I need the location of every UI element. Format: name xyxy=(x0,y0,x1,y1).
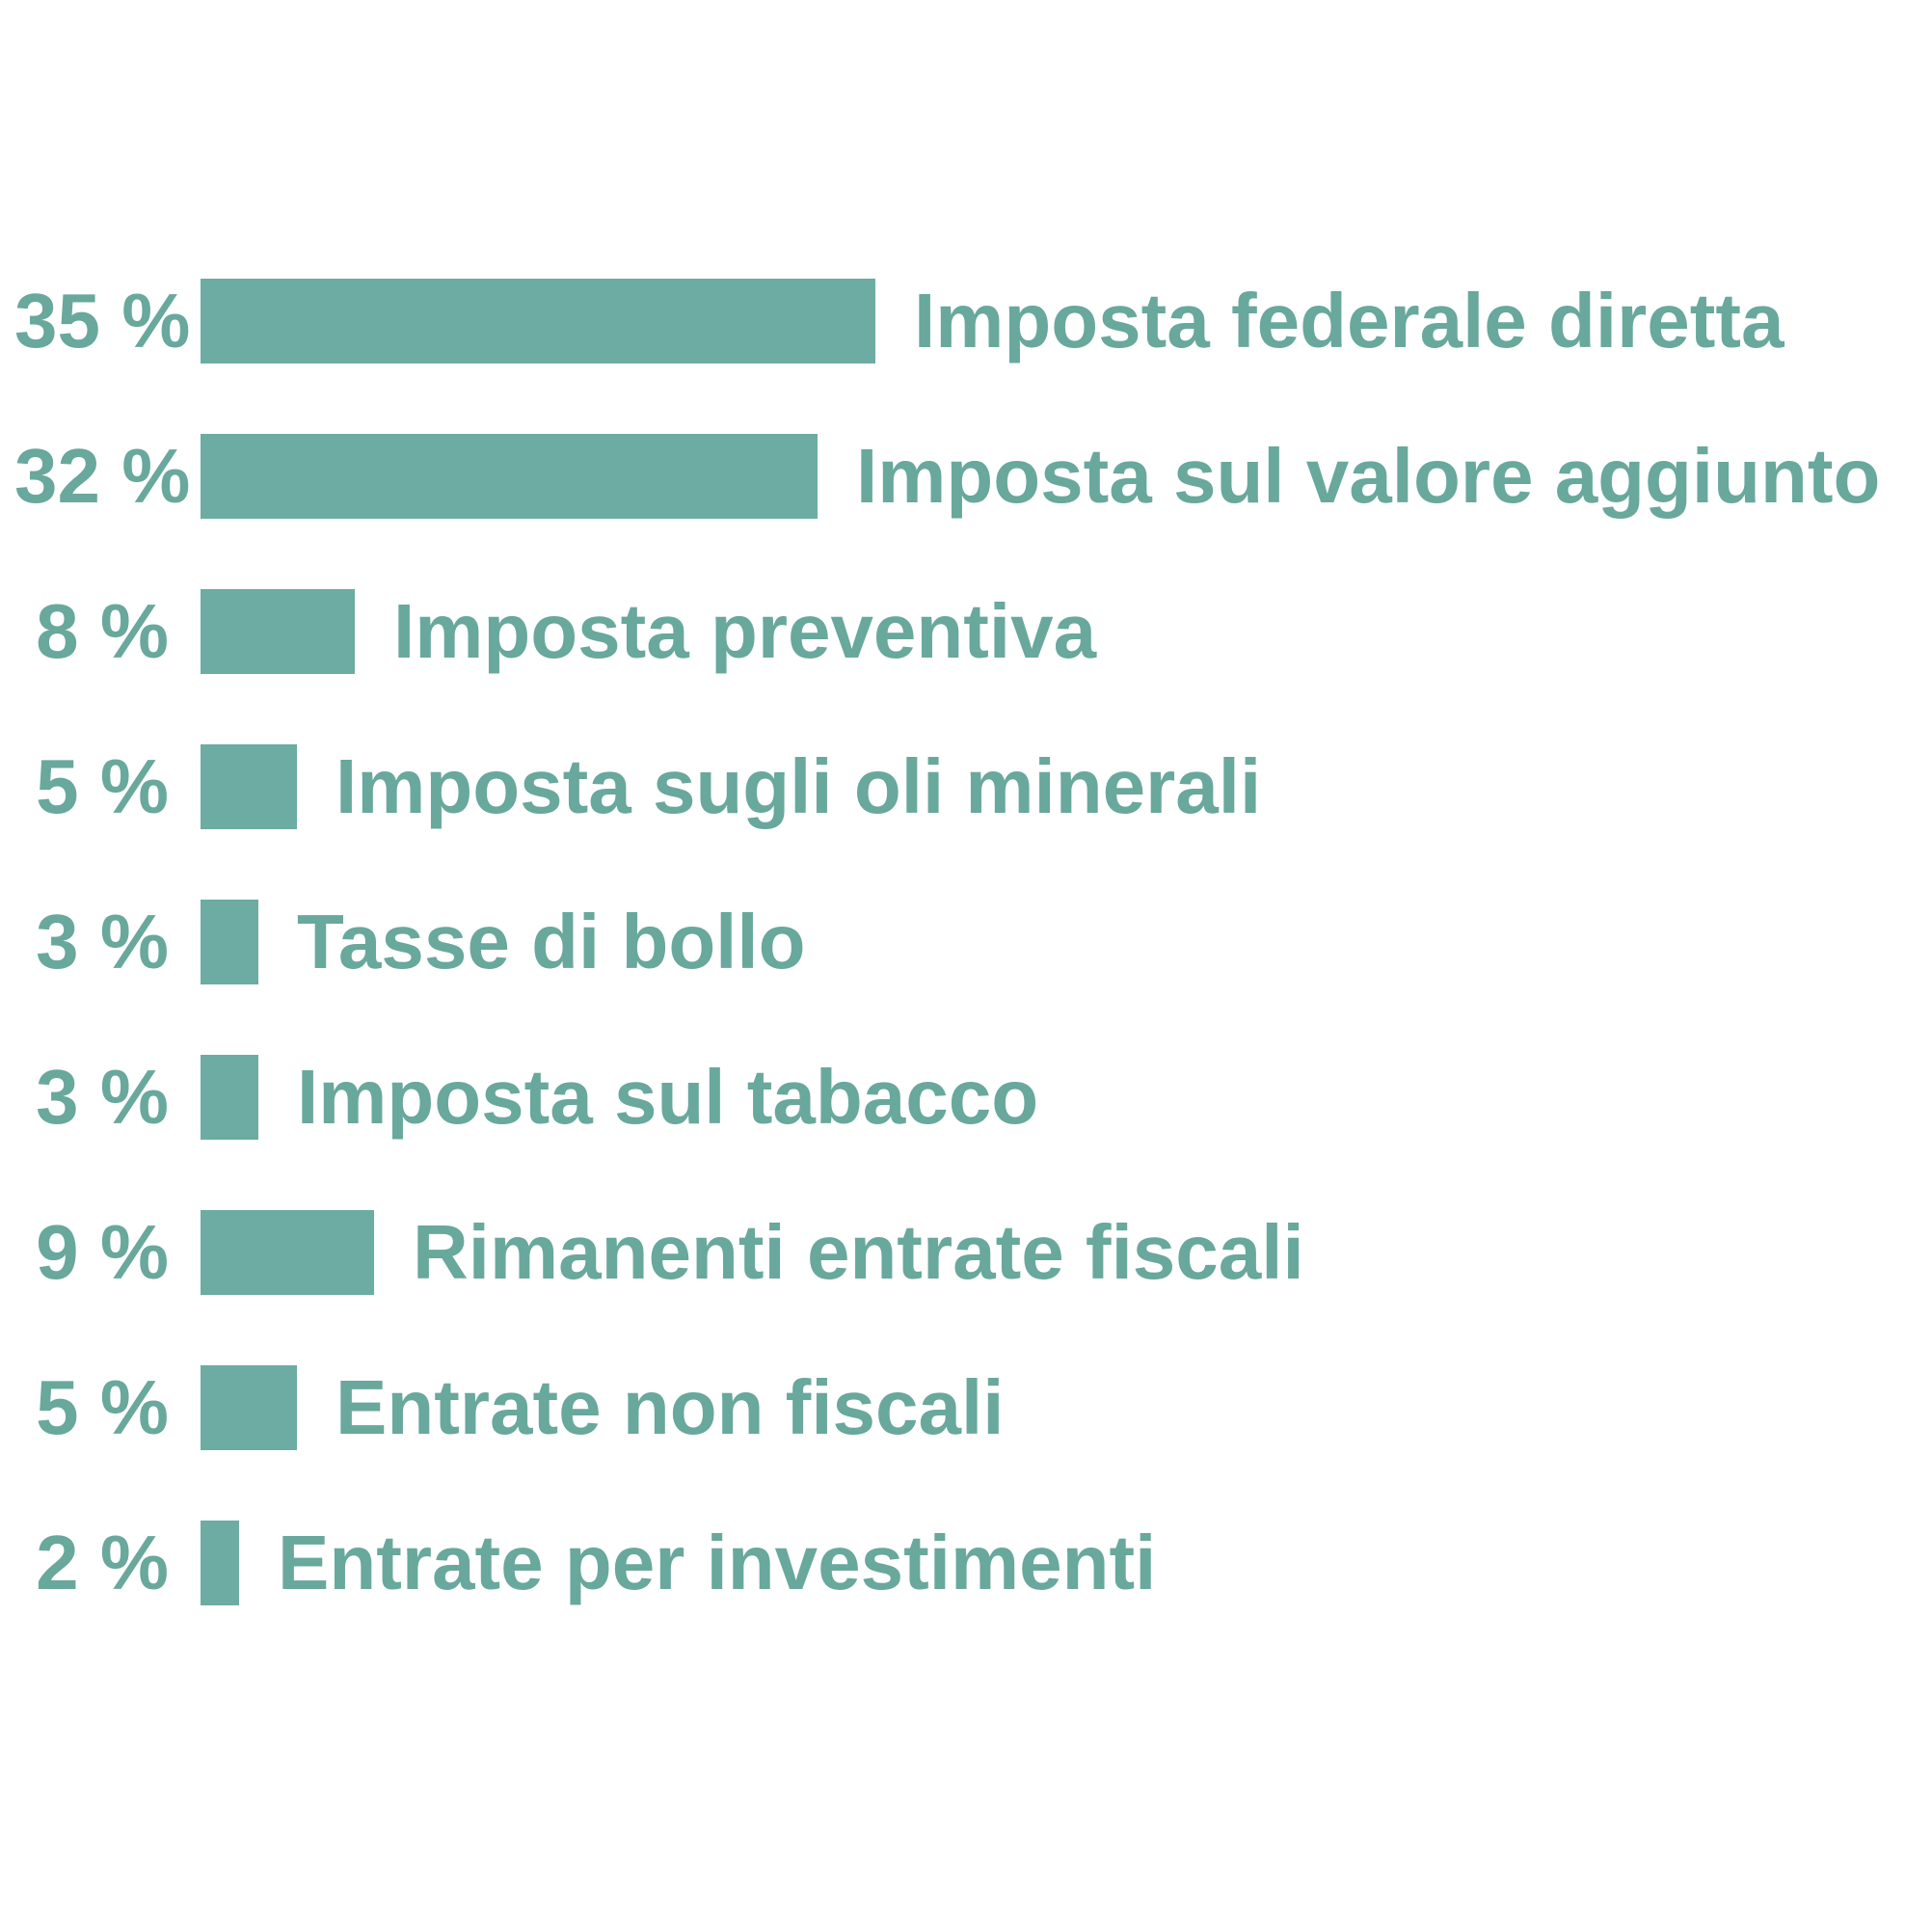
category-label: Entrate non fiscali xyxy=(335,1364,1005,1450)
chart-row: 3 % Imposta sul tabacco xyxy=(14,1055,1880,1140)
category-label: Tasse di bollo xyxy=(297,899,806,984)
category-label: Entrate per investimenti xyxy=(278,1520,1157,1605)
bar xyxy=(201,279,875,364)
value-label: 35 % xyxy=(14,278,191,364)
value-label: 2 % xyxy=(36,1520,169,1605)
chart-row: 3 % Tasse di bollo xyxy=(14,900,1880,984)
bar xyxy=(201,434,818,519)
category-label: Imposta sugli oli minerali xyxy=(335,743,1262,829)
value-label: 32 % xyxy=(14,433,191,519)
bar xyxy=(201,1521,239,1605)
category-label: Imposta federale diretta xyxy=(914,278,1784,364)
value-label: 3 % xyxy=(36,899,169,984)
value-label: 5 % xyxy=(36,1364,169,1450)
bar-chart: 35 % Imposta federale diretta 32 % Impos… xyxy=(14,279,1880,1605)
category-label: Imposta sul tabacco xyxy=(297,1054,1039,1140)
bar xyxy=(201,1365,297,1450)
value-label: 9 % xyxy=(36,1209,169,1295)
chart-row: 2 % Entrate per investimenti xyxy=(14,1521,1880,1605)
chart-row: 5 % Entrate non fiscali xyxy=(14,1365,1880,1450)
category-label: Imposta sul valore aggiunto xyxy=(856,433,1881,519)
bar xyxy=(201,589,355,674)
value-label: 8 % xyxy=(36,588,169,674)
bar xyxy=(201,744,297,829)
chart-row: 32 % Imposta sul valore aggiunto xyxy=(14,434,1880,519)
category-label: Imposta preventiva xyxy=(393,588,1097,674)
bar xyxy=(201,1210,374,1295)
chart-row: 35 % Imposta federale diretta xyxy=(14,279,1880,364)
chart-row: 9 % Rimanenti entrate fiscali xyxy=(14,1210,1880,1295)
value-label: 5 % xyxy=(36,743,169,829)
chart-row: 5 % Imposta sugli oli minerali xyxy=(14,744,1880,829)
bar xyxy=(201,1055,258,1140)
category-label: Rimanenti entrate fiscali xyxy=(413,1209,1304,1295)
bar xyxy=(201,900,258,984)
chart-row: 8 % Imposta preventiva xyxy=(14,589,1880,674)
value-label: 3 % xyxy=(36,1054,169,1140)
